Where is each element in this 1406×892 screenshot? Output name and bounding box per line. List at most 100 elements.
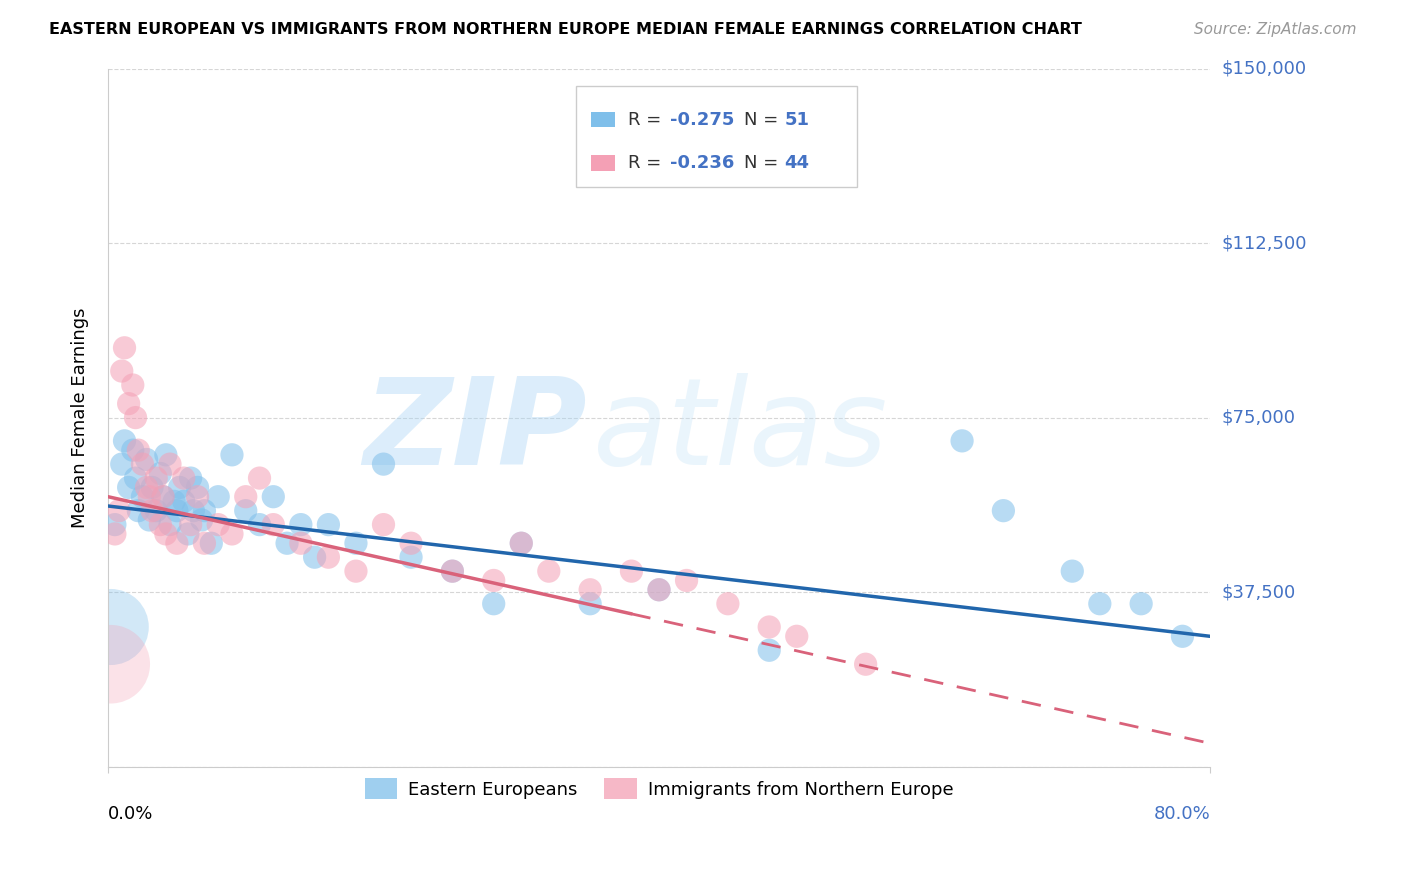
Point: [141, 503, 163, 517]
Point: [166, 503, 188, 517]
Point: [304, 550, 326, 565]
Point: [207, 490, 229, 504]
Point: [344, 564, 367, 578]
Text: $75,000: $75,000: [1222, 409, 1295, 426]
Point: [482, 597, 505, 611]
Point: [249, 471, 271, 485]
Point: [235, 503, 257, 517]
Point: [1062, 564, 1084, 578]
Point: [114, 341, 136, 355]
Text: EASTERN EUROPEAN VS IMMIGRANTS FROM NORTHERN EUROPE MEDIAN FEMALE EARNINGS CORRE: EASTERN EUROPEAN VS IMMIGRANTS FROM NORT…: [49, 22, 1083, 37]
Point: [207, 517, 229, 532]
Point: [186, 490, 208, 504]
Point: [163, 494, 186, 508]
Point: [290, 517, 312, 532]
Point: [111, 457, 134, 471]
Point: [127, 443, 149, 458]
Point: [318, 550, 340, 565]
Point: [145, 503, 167, 517]
Point: [235, 490, 257, 504]
Point: [950, 434, 973, 448]
Point: [249, 517, 271, 532]
Point: [186, 480, 208, 494]
Text: ZIP: ZIP: [364, 373, 588, 490]
FancyBboxPatch shape: [591, 112, 614, 128]
Point: [169, 480, 191, 494]
Point: [441, 564, 464, 578]
Point: [579, 597, 602, 611]
Text: $37,500: $37,500: [1222, 583, 1295, 601]
Point: [648, 582, 671, 597]
Point: [221, 448, 243, 462]
Point: [108, 503, 131, 517]
Point: [786, 629, 808, 643]
Point: [114, 434, 136, 448]
Point: [141, 480, 163, 494]
Text: 80.0%: 80.0%: [1153, 805, 1211, 823]
Point: [262, 517, 284, 532]
Point: [138, 490, 160, 504]
Point: [717, 597, 740, 611]
Text: R =: R =: [628, 154, 668, 172]
Point: [149, 467, 172, 481]
Point: [155, 448, 177, 462]
Point: [149, 517, 172, 532]
Point: [675, 574, 697, 588]
Point: [183, 503, 205, 517]
Legend: Eastern Europeans, Immigrants from Northern Europe: Eastern Europeans, Immigrants from North…: [357, 771, 960, 806]
Point: [124, 471, 146, 485]
Point: [1171, 629, 1194, 643]
Point: [221, 527, 243, 541]
Point: [131, 457, 153, 471]
Point: [166, 536, 188, 550]
Point: [399, 550, 422, 565]
Point: [180, 471, 202, 485]
Text: R =: R =: [628, 111, 668, 128]
Point: [138, 513, 160, 527]
FancyBboxPatch shape: [591, 155, 614, 170]
Point: [993, 503, 1015, 517]
Point: [193, 536, 215, 550]
Text: -0.236: -0.236: [671, 154, 734, 172]
Point: [290, 536, 312, 550]
Point: [441, 564, 464, 578]
FancyBboxPatch shape: [576, 86, 858, 187]
Text: atlas: atlas: [593, 373, 889, 490]
Point: [173, 471, 195, 485]
Text: N =: N =: [744, 154, 785, 172]
Y-axis label: Median Female Earnings: Median Female Earnings: [72, 308, 89, 528]
Point: [159, 517, 181, 532]
Point: [262, 490, 284, 504]
Point: [373, 457, 395, 471]
Point: [648, 582, 671, 597]
Text: -0.275: -0.275: [671, 111, 734, 128]
Point: [135, 480, 157, 494]
Text: N =: N =: [744, 111, 785, 128]
Point: [159, 457, 181, 471]
Point: [758, 643, 780, 657]
Point: [190, 513, 212, 527]
Point: [855, 657, 877, 672]
Point: [100, 657, 122, 672]
Text: Source: ZipAtlas.com: Source: ZipAtlas.com: [1194, 22, 1357, 37]
Point: [111, 364, 134, 378]
Point: [537, 564, 560, 578]
Text: 51: 51: [785, 111, 810, 128]
Point: [1088, 597, 1111, 611]
Point: [104, 527, 127, 541]
Point: [373, 517, 395, 532]
Point: [510, 536, 533, 550]
Point: [145, 471, 167, 485]
Point: [118, 397, 141, 411]
Point: [177, 527, 200, 541]
Point: [344, 536, 367, 550]
Point: [104, 517, 127, 532]
Point: [173, 494, 195, 508]
Point: [100, 620, 122, 634]
Point: [318, 517, 340, 532]
Point: [276, 536, 298, 550]
Text: 0.0%: 0.0%: [108, 805, 153, 823]
Point: [127, 503, 149, 517]
Point: [121, 443, 143, 458]
Point: [1130, 597, 1153, 611]
